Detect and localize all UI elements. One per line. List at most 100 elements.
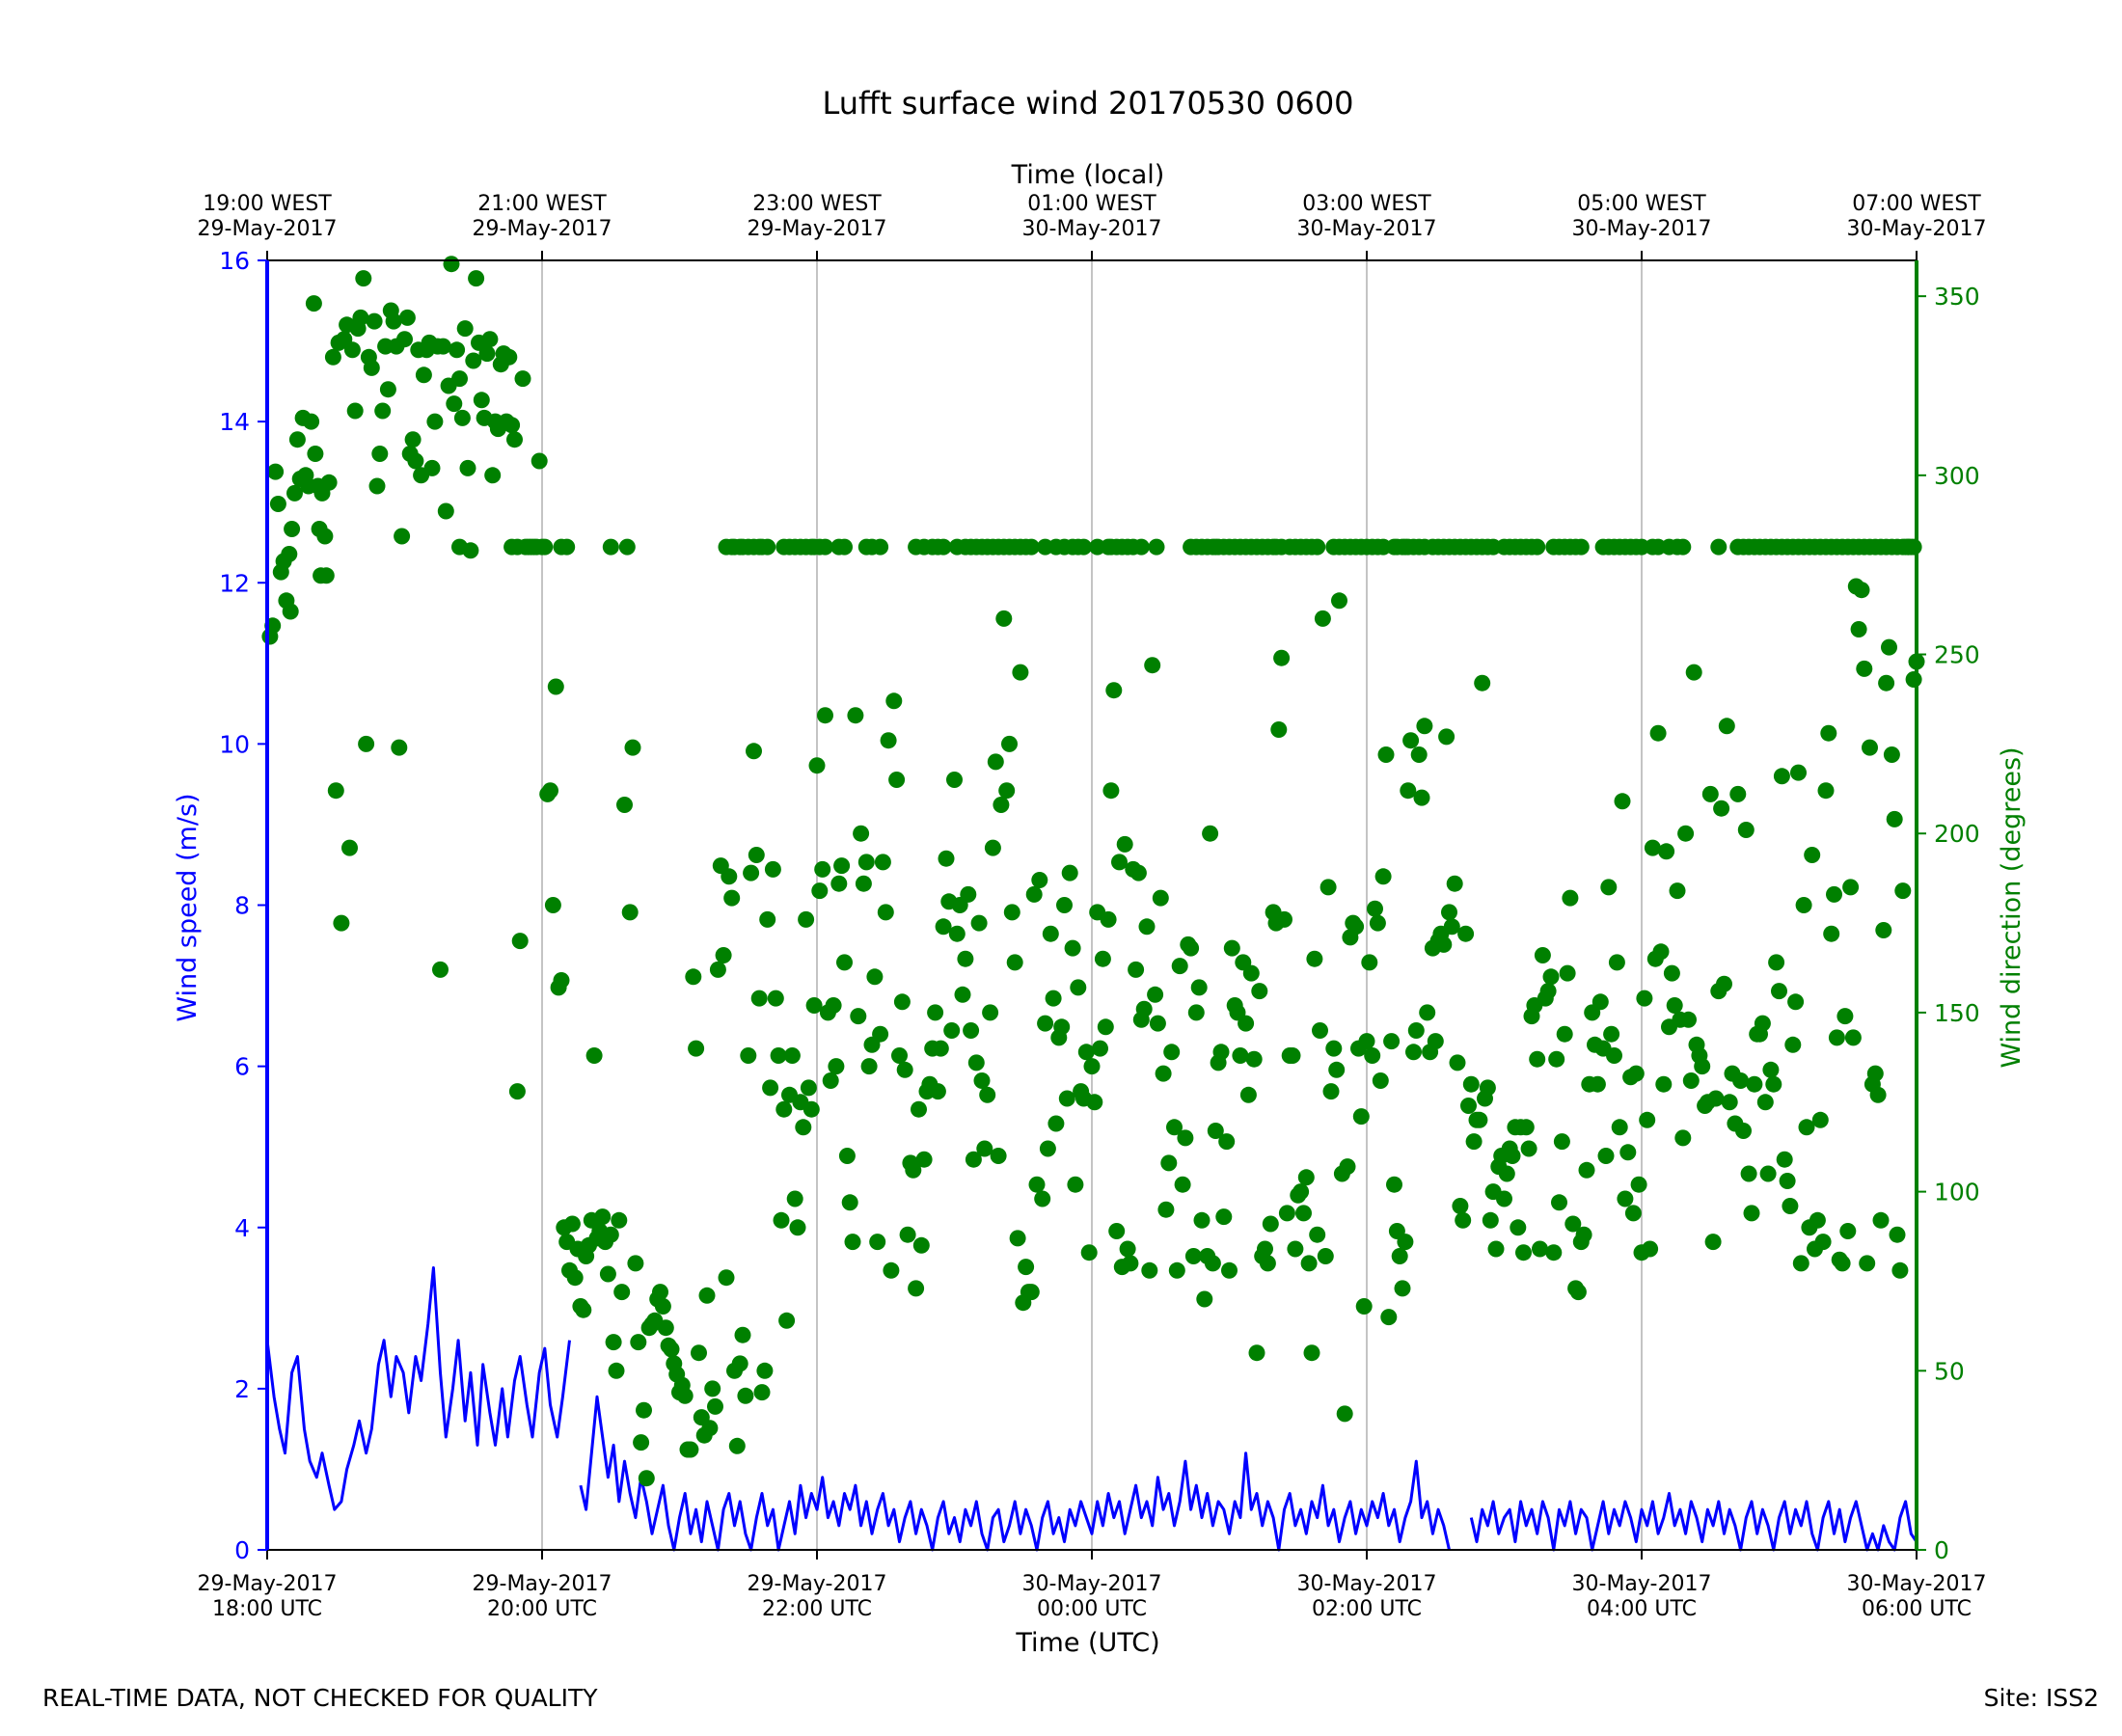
- wind-direction-point: [1674, 1129, 1692, 1147]
- wind-direction-point: [1064, 939, 1081, 957]
- wind-direction-point: [740, 1047, 757, 1064]
- wind-direction-point: [1482, 1211, 1499, 1229]
- wind-direction-point: [1361, 954, 1378, 971]
- wind-direction-point: [1149, 1015, 1166, 1032]
- bottom-x-tick-label: 04:00 UTC: [1587, 1597, 1697, 1621]
- wind-direction-point: [1391, 1248, 1408, 1264]
- wind-direction-point: [883, 1261, 900, 1279]
- wind-direction-point: [1619, 1144, 1637, 1161]
- wind-direction-point: [1639, 1111, 1656, 1128]
- top-x-tick-label: 05:00 WEST: [1577, 192, 1706, 216]
- wind-direction-point: [1465, 1133, 1483, 1151]
- bottom-x-tick-label: 30-May-2017: [1297, 1572, 1437, 1596]
- wind-direction-point: [803, 1100, 820, 1118]
- wind-direction-point: [1771, 983, 1787, 1000]
- wind-direction-point: [1891, 1261, 1909, 1279]
- wind-direction-point: [652, 1284, 668, 1301]
- wind-direction-point: [860, 1058, 878, 1075]
- wind-direction-point: [1520, 1140, 1537, 1157]
- left-y-tick-label: 0: [234, 1536, 250, 1564]
- wind-direction-point: [1548, 1050, 1565, 1068]
- wind-direction-point: [368, 477, 386, 495]
- bottom-x-tick-label: 00:00 UTC: [1037, 1597, 1147, 1621]
- wind-direction-point: [585, 1047, 603, 1064]
- wind-direction-point: [948, 925, 966, 942]
- wind-direction-point: [750, 990, 768, 1007]
- wind-direction-point: [391, 739, 408, 756]
- wind-direction-point: [707, 1397, 723, 1415]
- wind-direction-point: [1630, 1176, 1647, 1193]
- wind-direction-point: [825, 997, 842, 1014]
- wind-direction-point: [1018, 1259, 1035, 1276]
- wind-direction-point: [1839, 1223, 1857, 1239]
- wind-direction-point: [1144, 657, 1161, 674]
- wind-direction-point: [446, 395, 463, 413]
- wind-direction-point: [1278, 1205, 1295, 1222]
- wind-direction-point: [611, 1211, 628, 1229]
- wind-direction-point: [1312, 1022, 1328, 1039]
- wind-direction-point: [828, 1058, 845, 1075]
- wind-direction-point: [1551, 1194, 1567, 1211]
- wind-direction-point: [1037, 1015, 1054, 1032]
- wind-direction-point: [1515, 1244, 1532, 1261]
- wind-direction-point: [1844, 1029, 1862, 1046]
- wind-direction-point: [1238, 1015, 1255, 1032]
- wind-direction-point: [305, 295, 322, 312]
- wind-direction-point: [872, 538, 889, 556]
- wind-direction-point: [982, 1004, 999, 1021]
- wind-direction-point: [912, 1236, 930, 1254]
- wind-direction-point: [465, 352, 482, 369]
- wind-direction-point: [855, 875, 872, 892]
- wind-direction-point: [965, 1151, 982, 1168]
- left-y-tick-label: 8: [234, 892, 250, 920]
- wind-direction-point: [320, 474, 338, 491]
- wind-direction-point: [770, 1047, 787, 1064]
- wind-direction-point: [1248, 1344, 1265, 1362]
- wind-direction-point: [374, 402, 392, 420]
- wind-direction-point: [1364, 1047, 1381, 1064]
- wind-direction-point: [1232, 1047, 1249, 1064]
- wind-direction-point: [657, 1319, 674, 1337]
- wind-direction-point: [1553, 1133, 1570, 1151]
- wind-direction-point: [1817, 782, 1835, 800]
- wind-direction-point: [426, 413, 444, 430]
- wind-direction-point: [1782, 1198, 1799, 1214]
- wind-direction-point: [616, 797, 633, 813]
- left-y-tick-label: 14: [219, 408, 250, 436]
- wind-direction-point: [1300, 1255, 1318, 1272]
- bottom-x-tick-label: 30-May-2017: [1572, 1572, 1712, 1596]
- wind-direction-point: [1102, 782, 1120, 800]
- bottom-x-tick-label: 30-May-2017: [1022, 1572, 1162, 1596]
- wind-direction-point: [1578, 1161, 1595, 1179]
- wind-direction-point: [379, 381, 396, 398]
- wind-direction-point: [1122, 1255, 1139, 1272]
- wind-direction-point: [1352, 1108, 1370, 1126]
- wind-direction-point: [767, 990, 784, 1007]
- chart-title: Lufft surface wind 20170530 0600: [822, 85, 1353, 122]
- wind-direction-point: [1754, 1015, 1771, 1032]
- wind-direction-point: [636, 1401, 652, 1419]
- top-x-tick-label: 29-May-2017: [473, 217, 612, 241]
- wind-direction-point: [1449, 1054, 1466, 1071]
- wind-direction-point: [1614, 793, 1631, 810]
- wind-direction-point: [915, 1151, 933, 1168]
- bottom-x-tick-label: 29-May-2017: [473, 1572, 612, 1596]
- wind-direction-point: [1157, 1201, 1175, 1218]
- wind-direction-point: [1405, 1044, 1422, 1061]
- wind-direction-point: [1869, 1086, 1887, 1103]
- wind-direction-point: [783, 1047, 801, 1064]
- wind-direction-point: [1141, 1261, 1158, 1279]
- wind-direction-point: [874, 854, 891, 871]
- wind-direction-point: [1826, 885, 1842, 903]
- wind-direction-point: [1196, 1290, 1213, 1308]
- wind-direction-point: [1067, 1176, 1084, 1193]
- wind-direction-point: [1377, 746, 1395, 763]
- wind-direction-point: [1259, 1255, 1276, 1272]
- wind-direction-point: [1270, 721, 1288, 738]
- wind-direction-point: [1704, 1234, 1722, 1251]
- wind-direction-point: [1562, 889, 1579, 907]
- wind-direction-point: [1297, 1169, 1315, 1186]
- wind-direction-point: [1309, 1226, 1326, 1243]
- wind-direction-point: [1367, 900, 1383, 917]
- wind-direction-point: [698, 1287, 716, 1304]
